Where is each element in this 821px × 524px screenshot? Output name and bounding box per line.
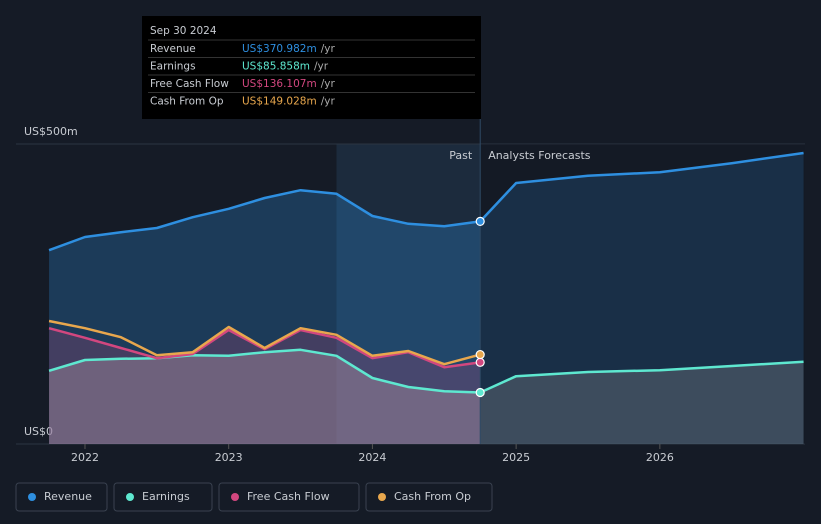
hover-band bbox=[336, 144, 481, 444]
legend-button bbox=[218, 482, 360, 512]
tooltip-value: US$136.107m/yr bbox=[242, 78, 335, 90]
legend-swatch bbox=[378, 493, 386, 501]
tooltip-unit: /yr bbox=[321, 43, 336, 55]
legend-swatch bbox=[28, 493, 36, 501]
tooltip-label: Free Cash Flow bbox=[150, 78, 229, 90]
annotation-forecast: Analysts Forecasts bbox=[488, 149, 591, 162]
tooltip-value: US$85.858m/yr bbox=[242, 61, 329, 73]
x-tick-label: 2024 bbox=[358, 451, 386, 464]
tooltip-title: Sep 30 2024 bbox=[150, 25, 217, 37]
tooltip-unit: /yr bbox=[321, 96, 336, 108]
tooltip-value: US$370.982m/yr bbox=[242, 43, 335, 55]
tooltip-number: US$136.107m bbox=[242, 78, 317, 90]
tooltip-label: Earnings bbox=[150, 61, 196, 73]
legend-item[interactable]: Earnings bbox=[113, 482, 213, 512]
line bbox=[48, 348, 804, 394]
x-tick-label: 2026 bbox=[646, 451, 674, 464]
legend-item[interactable]: Revenue bbox=[15, 482, 108, 512]
area bbox=[49, 328, 481, 444]
tooltip-unit: /yr bbox=[321, 78, 336, 90]
tooltip-number: US$370.982m bbox=[242, 43, 317, 55]
y-tick-label: US$0 bbox=[24, 425, 53, 438]
point bbox=[475, 357, 485, 367]
tooltip-box bbox=[142, 16, 481, 119]
annotation-past: Past bbox=[449, 149, 473, 162]
area bbox=[49, 349, 804, 444]
x-tick-label: 2022 bbox=[71, 451, 99, 464]
x-tick-label: 2025 bbox=[502, 451, 530, 464]
legend-button bbox=[15, 482, 108, 512]
legend-label: Revenue bbox=[44, 490, 92, 503]
legend-label: Earnings bbox=[142, 490, 190, 503]
legend-button bbox=[365, 482, 493, 512]
legend-button bbox=[113, 482, 213, 512]
tooltip-number: US$149.028m bbox=[242, 96, 317, 108]
legend-label: Free Cash Flow bbox=[247, 490, 330, 503]
point bbox=[475, 387, 485, 398]
tooltip-number: US$85.858m bbox=[242, 61, 310, 73]
legend-swatch bbox=[231, 493, 239, 501]
tooltip: Sep 30 2024 Revenue US$370.982m/yr Earnings… bbox=[142, 16, 481, 119]
y-tick-label: US$500m bbox=[24, 125, 78, 138]
legend-item[interactable]: Free Cash Flow bbox=[218, 482, 360, 512]
forecast-shade bbox=[480, 144, 805, 444]
legend-swatch bbox=[126, 493, 134, 501]
tooltip-unit: /yr bbox=[314, 61, 329, 73]
tooltip-label: Revenue bbox=[150, 43, 196, 55]
tooltip-value: US$149.028m/yr bbox=[242, 96, 335, 108]
x-tick-label: 2023 bbox=[215, 451, 243, 464]
legend-item[interactable]: Cash From Op bbox=[365, 482, 493, 512]
line bbox=[48, 151, 804, 252]
point bbox=[475, 349, 485, 360]
legend-label: Cash From Op bbox=[394, 490, 471, 503]
line bbox=[48, 319, 481, 366]
point bbox=[475, 216, 485, 227]
tooltip-label: Cash From Op bbox=[150, 96, 224, 108]
